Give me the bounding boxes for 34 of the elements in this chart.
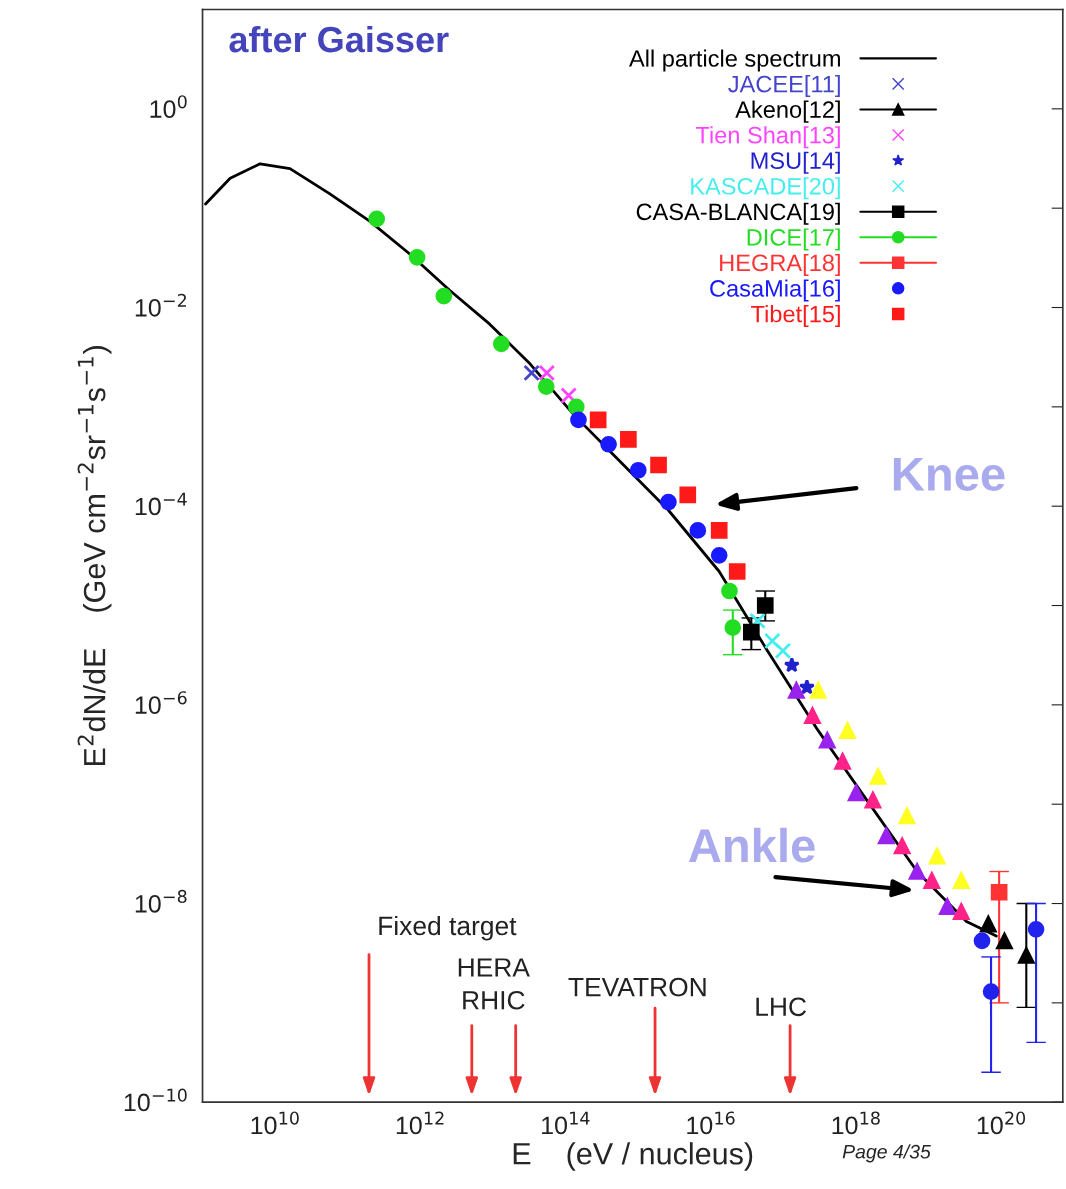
annotation: RHIC	[463, 990, 525, 1010]
legend-label: CasaMia[16]	[710, 279, 840, 302]
legend-label: All particle spectrum	[629, 49, 840, 72]
legend-label: MSU[14]	[751, 151, 840, 174]
x-tick-label: 10$^{14}$	[542, 1111, 590, 1135]
annotation: Fixed target	[379, 915, 517, 941]
y-tick-label: 10$^{0}$	[150, 95, 187, 118]
x-tick-label: 10$^{12}$	[396, 1111, 444, 1135]
y-tick-label: 10$^{−4}$	[135, 492, 187, 516]
text: E$^{2}$dN/dE (GeV cm$^{−2}$sr$^{−1}$s$^{−1}$)	[77, 346, 112, 766]
legend-label: HEGRA[18]	[720, 253, 840, 276]
y-tick-label: 10$^{−2}$	[135, 293, 186, 317]
y-tick-label: 10$^{−6}$	[135, 691, 187, 714]
annotation: Ankle	[688, 827, 815, 863]
x-tick-label: 10$^{18}$	[832, 1111, 880, 1135]
y-tick-label: 10$^{−10}$	[124, 1088, 187, 1112]
legend-label: DICE[17]	[747, 228, 840, 251]
annotation: HERA	[458, 958, 530, 977]
annotation: LHC	[756, 997, 807, 1017]
annotation: Knee	[893, 458, 1005, 491]
x-axis-title: E (eV / nucleus)	[513, 1142, 753, 1171]
chart-title: after Gaisser	[229, 25, 449, 53]
legend-label: JACEE[11]	[728, 75, 840, 98]
text: Page 4/35	[842, 1144, 931, 1163]
legend-label: Tien Shan[13]	[695, 126, 840, 149]
legend-label: Tibet[15]	[751, 305, 840, 328]
annotation: TEVATRON	[568, 977, 706, 997]
legend-label: KASCADE[20]	[691, 177, 840, 200]
x-tick-label: 10$^{16}$	[687, 1111, 735, 1135]
x-tick-label: 10$^{20}$	[977, 1111, 1026, 1135]
legend-label: Akeno[12]	[735, 100, 840, 123]
x-tick-label: 10$^{10}$	[251, 1111, 299, 1135]
y-tick-label: 10$^{−8}$	[135, 889, 187, 913]
legend-label: CASA-BLANCA[19]	[636, 202, 840, 225]
